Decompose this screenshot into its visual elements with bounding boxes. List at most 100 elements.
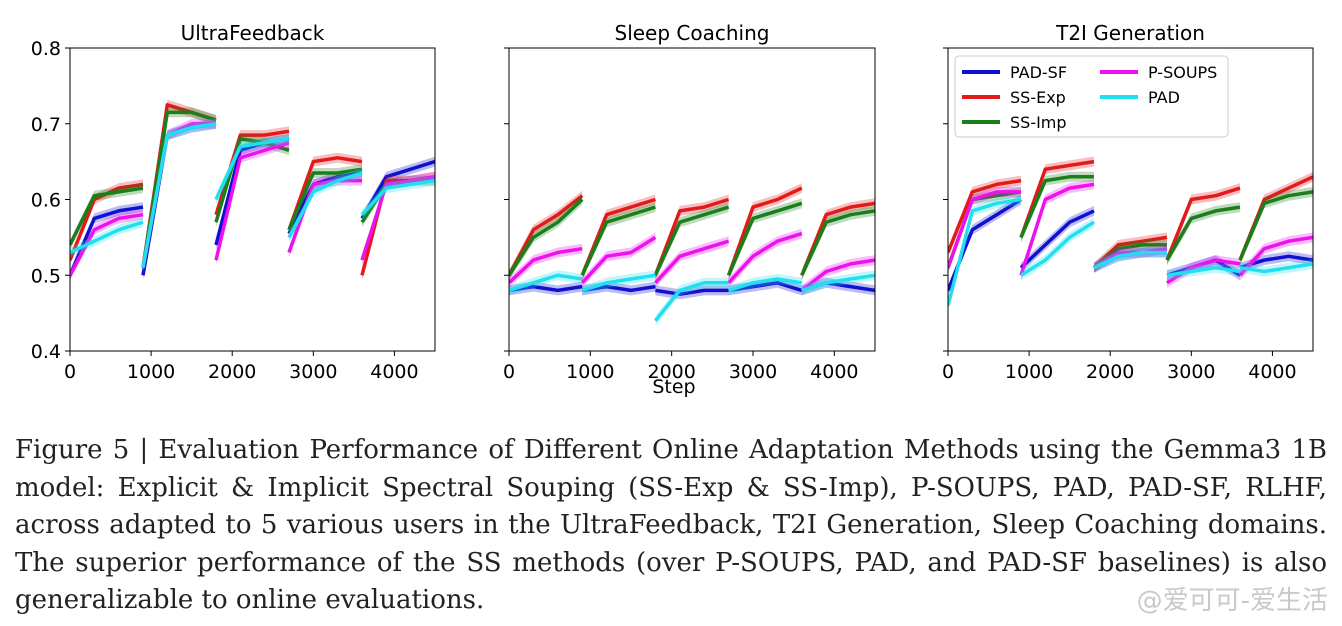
watermark: @爱可可-爱生活: [1136, 586, 1328, 616]
series-line-pad-2: [654, 281, 729, 322]
series-line-p-soups-0: [70, 212, 144, 277]
series-line-pad-sf-1: [581, 284, 656, 293]
series-line-pad-sf-3: [728, 281, 803, 293]
legend: PAD-SF SS-Exp SS-Imp P-SOUPS PAD: [954, 55, 1229, 138]
confidence-band-pad-4: [362, 175, 435, 220]
series-line-pad-0: [509, 273, 583, 293]
series-line-pad-4: [1239, 262, 1313, 274]
confidence-band-pad-sf-4: [801, 277, 875, 296]
confidence-band-p-soups-3: [1167, 255, 1240, 288]
series-line-p-soups-4: [360, 175, 435, 261]
legend-label-ss-exp: SS-Exp: [1010, 88, 1066, 107]
x-tick-label: 0: [64, 361, 76, 383]
confidence-band-ss-exp-4: [1240, 171, 1313, 266]
legend-box: [954, 55, 1229, 138]
chart-panel-1: Sleep Coaching 0 1000 2000 3000 4000 Step: [503, 21, 876, 398]
x-tick-label: 1000: [566, 361, 614, 383]
confidence-band-pad-sf-3: [728, 277, 802, 296]
y-tick-label: 0.4: [31, 341, 61, 363]
x-tick-label: 3000: [729, 361, 777, 383]
series-line-ss-imp-4: [1238, 190, 1313, 261]
series-line-pad-sf-2: [655, 288, 729, 296]
series-line-p-soups-4: [800, 258, 875, 292]
plot-frame: [508, 47, 876, 352]
y-tick-label: 0.8: [31, 38, 61, 60]
series-line-pad-2: [214, 137, 290, 201]
series-line-pad-sf-0: [509, 284, 583, 293]
series-line-pad-0: [948, 197, 1022, 307]
confidence-band-ss-exp-2: [1094, 232, 1167, 273]
x-tick-label: 2000: [1086, 361, 1134, 383]
plot-area: [948, 156, 1313, 311]
series-line-ss-imp-3: [1165, 205, 1241, 261]
legend-label-pad-sf: PAD-SF: [1010, 63, 1067, 82]
confidence-band-ss-exp-3: [1167, 183, 1240, 266]
figure-canvas: UltraFeedback 0 1000 2000 3000 4000 0.4 0.5 0.6 0…: [31, 21, 1314, 398]
series-line-p-soups-2: [654, 239, 730, 284]
series-line-p-soups-0: [509, 246, 583, 285]
series-line-pad-1: [141, 122, 217, 269]
series-line-pad-3: [287, 171, 363, 239]
confidence-band-p-soups-2: [655, 236, 729, 288]
legend-label-pad: PAD: [1148, 88, 1180, 107]
x-tick-label: 3000: [289, 361, 337, 383]
legend-label-p-soups: P-SOUPS: [1148, 63, 1217, 82]
series-line-p-soups-3: [727, 231, 803, 284]
chart-title: Sleep Coaching: [615, 21, 770, 45]
confidence-band-p-soups-0: [509, 243, 583, 288]
series-line-pad-3: [1166, 265, 1241, 278]
confidence-band-pad-sf-1: [1021, 205, 1094, 273]
series-line-pad-sf-1: [1019, 209, 1095, 269]
confidence-band-pad-0: [948, 194, 1021, 311]
y-tick-label: 0.7: [31, 114, 61, 136]
series-line-p-soups-4: [1238, 235, 1313, 277]
x-tick-label: 4000: [1248, 361, 1296, 383]
confidence-band-ss-imp-2: [1094, 239, 1167, 273]
y-tick-label: 0.5: [31, 265, 61, 287]
x-tick-label: 0: [942, 361, 954, 383]
plot-area: [509, 183, 875, 326]
confidence-band-p-soups-3: [728, 228, 802, 288]
series-line-ss-imp-3: [287, 167, 363, 231]
series-line-ss-imp-1: [1019, 175, 1094, 239]
chart-panel-2: T2I Generation 0 1000 2000 3000 4000 PAD-SF SS-…: [942, 21, 1314, 383]
series-line-p-soups-3: [287, 178, 362, 254]
series-line-p-soups-3: [1166, 258, 1241, 285]
series-line-ss-exp-0: [509, 194, 584, 277]
x-tick-label: 1000: [127, 361, 175, 383]
series-line-ss-exp-3: [726, 186, 803, 276]
series-line-ss-exp-2: [653, 197, 730, 276]
plot-area: [70, 99, 435, 281]
series-line-ss-imp-0: [70, 186, 144, 246]
series-line-p-soups-2: [214, 141, 290, 261]
series-line-pad-4: [801, 273, 875, 293]
series-line-ss-exp-0: [948, 178, 1022, 254]
confidence-band-ss-exp-2: [216, 126, 289, 220]
series-line-ss-imp-2: [653, 205, 730, 277]
series-line-pad-3: [728, 277, 803, 293]
x-tick-label: 2000: [208, 361, 256, 383]
figure-caption: Figure 5 | Evaluation Performance of Dif…: [15, 435, 1327, 615]
series-line-p-soups-1: [580, 235, 657, 284]
series-line-p-soups-1: [1019, 182, 1095, 276]
x-tick-label: 3000: [1167, 361, 1215, 383]
series-line-p-soups-0: [948, 190, 1021, 269]
confidence-band-p-soups-4: [1240, 232, 1313, 281]
confidence-band-p-soups-1: [582, 232, 656, 288]
series-line-ss-exp-1: [1019, 159, 1095, 238]
x-tick-label: 4000: [370, 361, 418, 383]
series-line-ss-imp-0: [509, 198, 584, 277]
series-line-pad-2: [1093, 250, 1167, 270]
x-tick-label: 4000: [810, 361, 858, 383]
legend-label-ss-imp: SS-Imp: [1010, 113, 1067, 132]
series-line-ss-imp-3: [726, 201, 803, 276]
chart-title: T2I Generation: [1055, 21, 1205, 45]
series-line-pad-sf-4: [360, 159, 435, 220]
confidence-band-p-soups-4: [801, 255, 875, 296]
series-line-ss-exp-3: [1165, 186, 1241, 261]
confidence-band-ss-exp-0: [509, 190, 583, 281]
series-line-ss-imp-4: [800, 209, 875, 277]
chart-title: UltraFeedback: [181, 21, 325, 45]
series-line-pad-sf-0: [948, 198, 1022, 292]
series-line-ss-exp-3: [287, 156, 363, 231]
